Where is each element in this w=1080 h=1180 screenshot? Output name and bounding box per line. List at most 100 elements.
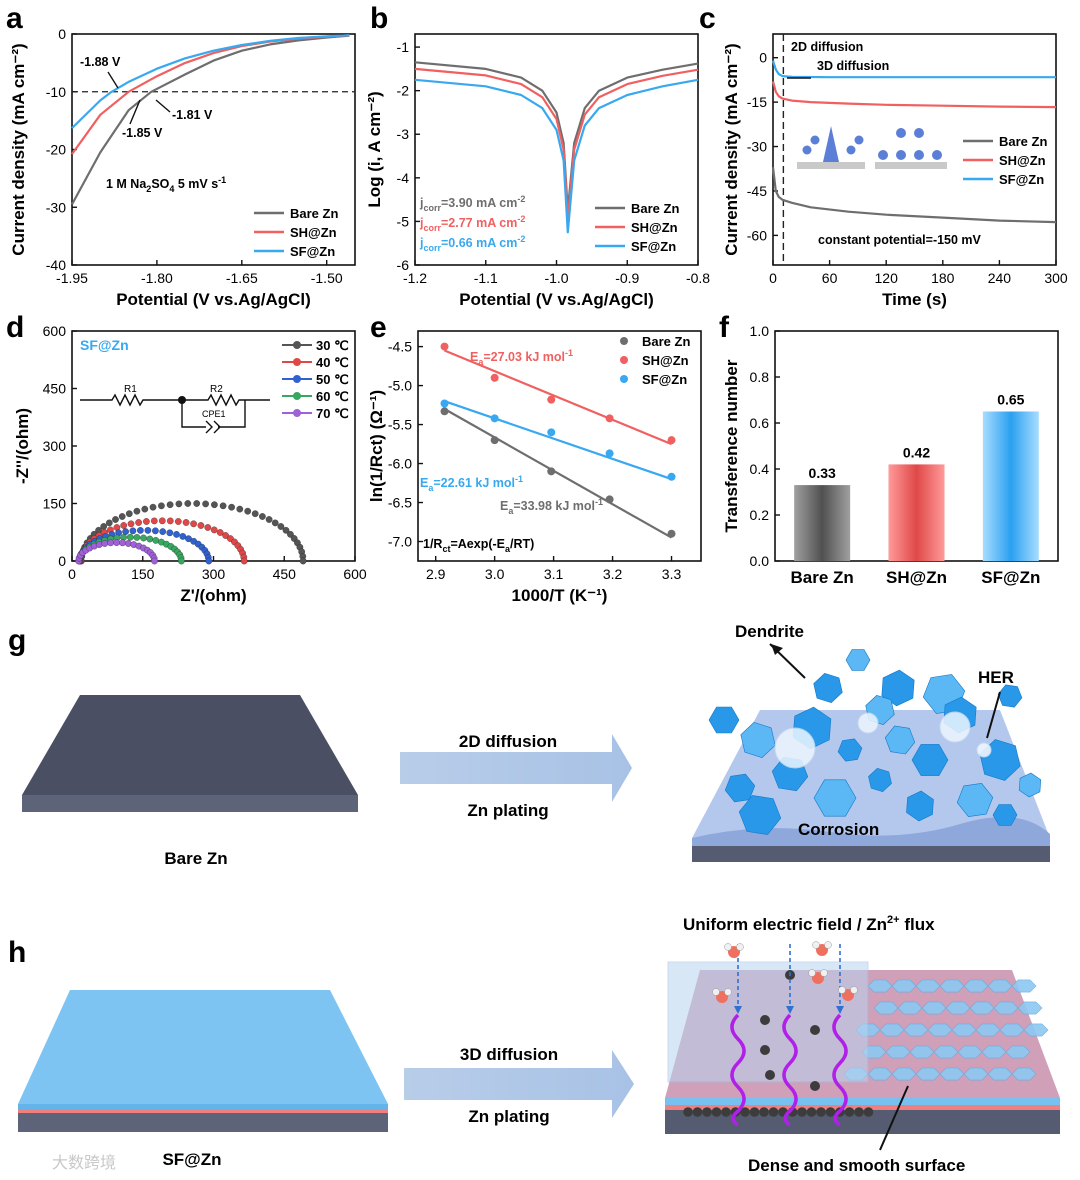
legend-label: SF@Zn (999, 172, 1044, 187)
uniform-field-callout: Uniform electric field / Zn2+ flux (683, 914, 935, 934)
nyquist-point (216, 529, 224, 536)
nyquist-point (144, 527, 152, 534)
watermark: 大数跨境 (52, 1153, 116, 1172)
data-point-bare (667, 529, 676, 538)
smooth-hexagon (933, 1045, 959, 1059)
nyquist-point (158, 517, 166, 525)
dendrite-hexagon (868, 767, 892, 793)
y-axis-label: ln(1/Rct) (Ω⁻¹) (367, 390, 386, 502)
jcorr-label: jcorr=2.77 mA cm-2 (419, 214, 525, 233)
y-tick-label: -1 (397, 39, 410, 55)
panel-b-chart: b -1.2 -1.1 -1.0 -0.9 -0.8 -1 -2 -3 -4 -5 -6 Potent… (365, 2, 710, 309)
smooth-hexagon (951, 1023, 977, 1037)
smooth-hexagon (993, 1001, 1019, 1015)
inset-ion (846, 145, 856, 155)
nyquist-point (197, 522, 205, 529)
ea-sup: -1 (595, 497, 603, 507)
y-tick-label: 1.0 (750, 323, 770, 339)
nyquist-point (222, 532, 229, 539)
ion-wave (730, 1013, 746, 1127)
bar-value-label: 0.33 (809, 465, 836, 481)
legend-marker (293, 392, 301, 400)
x-axis-label: 1000/T (K⁻¹) (512, 586, 608, 605)
smooth-hexagon (1005, 1045, 1031, 1059)
nyquist-point (125, 510, 133, 518)
y-tick-label: -5.0 (388, 378, 412, 394)
y-tick-label: 150 (43, 496, 67, 512)
series-line-sf (71, 34, 350, 129)
ea-e: E (470, 350, 478, 364)
legend-label: Bare Zn (642, 334, 690, 349)
nyquist-point (166, 517, 174, 525)
annotation-label: constant potential=-150 mV (818, 233, 982, 247)
y-tick-label: 0 (58, 26, 66, 42)
bar-value-label: 0.42 (903, 444, 930, 460)
legend-label: SF@Zn (290, 244, 335, 259)
nyquist-point (127, 520, 135, 528)
arrow-3d-diffusion-label: 3D diffusion (460, 1045, 558, 1064)
smooth-hexagon (879, 1023, 905, 1037)
y-tick-label: -2 (397, 83, 410, 99)
nyquist-point (122, 528, 129, 535)
circuit-label: R1 (124, 384, 137, 395)
her-bubble (976, 742, 992, 758)
ea-value: =33.98 kJ mol (513, 499, 595, 513)
smooth-hexagon (957, 1045, 983, 1059)
smooth-hexagon (1017, 1001, 1043, 1015)
dendrite-hexagon (845, 649, 871, 671)
dense-surface-pointer (879, 1085, 909, 1151)
series-line-sh (71, 34, 350, 155)
nyquist-point (126, 533, 134, 541)
her-pointer (986, 691, 1001, 739)
ea-label: Ea=22.61 kJ mol-1 (420, 474, 523, 493)
ion-wave (782, 1013, 798, 1127)
annotation-label: 2D diffusion (791, 40, 863, 54)
bar-bare (794, 485, 851, 561)
legend-label: SH@Zn (290, 225, 337, 240)
panel-d-chart: d 0 150 300 450 600 0 150 300 450 600 Z'/(ohm) -Z''… (6, 311, 367, 605)
series-line-bare (771, 167, 1057, 224)
water-hydrogen (820, 969, 828, 977)
note-part: 4 (169, 184, 174, 194)
ea-sup: -1 (515, 474, 523, 484)
nyquist-point (100, 523, 108, 530)
field-arrowhead (786, 1006, 794, 1014)
nyquist-point (146, 535, 154, 543)
nyquist-point (166, 529, 174, 537)
nyquist-point (158, 502, 165, 510)
data-point-bare (605, 495, 614, 504)
fit-line-sh (444, 349, 672, 446)
nyquist-point (152, 537, 160, 544)
smooth-hexagon (1023, 1023, 1049, 1037)
smooth-hexagon (891, 979, 917, 993)
x-tick-label: -1.50 (311, 270, 343, 286)
nyquist-point (184, 500, 192, 507)
x-tick-label: -0.8 (686, 270, 710, 286)
nyquist-point (210, 526, 218, 534)
inset-ion (854, 135, 864, 145)
corrosion-callout: Corrosion (798, 820, 879, 839)
nyquist-point (178, 557, 185, 565)
arrow-zn-plating-label-h: Zn plating (468, 1107, 549, 1126)
water-hydrogen (724, 988, 732, 996)
nyquist-point (182, 519, 190, 526)
zn-seed-ball (711, 1107, 722, 1117)
x-tick-label: 0 (769, 270, 777, 286)
bar-sf (982, 411, 1039, 561)
series-line-sh (771, 81, 1057, 109)
category-label: Bare Zn (791, 568, 854, 587)
legend-label: SH@Zn (999, 153, 1046, 168)
annotation-arrow (155, 99, 171, 113)
y-axis-label: Current density (mA cm⁻²) (9, 43, 28, 255)
legend-label: 60 ℃ (316, 389, 349, 404)
x-tick-label: 3.1 (544, 566, 564, 582)
nyquist-point (166, 501, 174, 509)
data-point-sf (667, 472, 676, 481)
x-tick-label: 600 (343, 566, 367, 582)
zn-seed-ball (702, 1107, 712, 1117)
x-tick-label: 3.0 (485, 566, 505, 582)
zn-ion (810, 1025, 820, 1035)
x-tick-label: 300 (1044, 270, 1068, 286)
water-hydrogen (850, 986, 858, 994)
nyquist-point (119, 539, 126, 547)
